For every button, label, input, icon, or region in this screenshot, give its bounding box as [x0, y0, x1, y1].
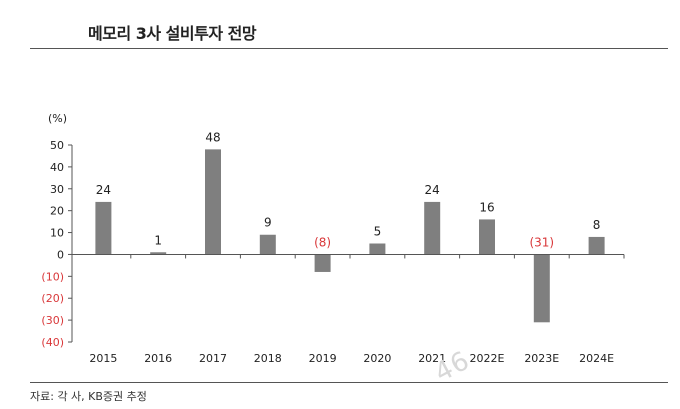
- data-label-2023E: (31): [529, 235, 554, 249]
- bar-2023E: [533, 254, 550, 323]
- data-label-2018: 9: [264, 216, 272, 230]
- x-tick-label-2015: 2015: [89, 352, 117, 365]
- data-label-2017: 48: [205, 130, 220, 144]
- x-tick-label-2021: 2021: [418, 352, 446, 365]
- x-tick-label-2017: 2017: [199, 352, 227, 365]
- top-divider: [30, 48, 668, 49]
- data-label-2021: 24: [425, 183, 440, 197]
- y-tick-label: 10: [50, 227, 64, 240]
- data-label-2015: 24: [96, 183, 111, 197]
- bar-chart: (%) 50 40 30 20 10 0 (10) (20) (30) (40) 24 1 48 9 (8)…: [41, 112, 625, 365]
- data-label-2019: (8): [314, 235, 331, 249]
- x-tick-label-2020: 2020: [363, 352, 391, 365]
- y-tick-label: 0: [57, 248, 64, 261]
- x-tick-label-2016: 2016: [144, 352, 172, 365]
- bar-2020: [369, 243, 386, 255]
- chart-title: 메모리 3사 설비투자 전망: [88, 24, 257, 43]
- bar-2015: [95, 201, 112, 255]
- y-tick-label: 40: [50, 161, 64, 174]
- bar-2024E: [588, 236, 605, 255]
- bar-2019: [314, 254, 331, 272]
- y-tick-label: (20): [41, 292, 64, 305]
- bar-2022E: [479, 219, 495, 255]
- bar-2018: [259, 234, 276, 255]
- source-note: 자료: 각 사, KB증권 추정: [30, 390, 147, 403]
- bar-2016: [150, 252, 167, 255]
- y-tick-label: (40): [41, 336, 64, 349]
- data-label-2022E: 16: [479, 200, 494, 214]
- y-tick-label: 50: [50, 139, 64, 152]
- y-tick-label: (30): [41, 314, 64, 327]
- y-unit-label: (%): [48, 112, 67, 125]
- data-label-2024E: 8: [593, 218, 601, 232]
- y-tick-label: 30: [50, 183, 64, 196]
- data-label-2016: 1: [154, 233, 162, 247]
- data-label-2020: 5: [374, 225, 382, 239]
- bar-2017: [205, 149, 221, 255]
- bar-2021: [424, 201, 441, 255]
- x-tick-label-2022E: 2022E: [470, 352, 505, 365]
- x-axis: 2015 2016 2017 2018 2019 2020 2021 2022E 2023E 20…: [72, 253, 625, 365]
- x-tick-label-2024E: 2024E: [579, 352, 614, 365]
- y-tick-label: 20: [50, 205, 64, 218]
- bar-series: 24 1 48 9 (8) 5 24 16 (31) 8: [95, 130, 605, 323]
- y-tick-label: (10): [41, 270, 64, 283]
- x-tick-label-2018: 2018: [254, 352, 282, 365]
- x-tick-label-2023E: 2023E: [524, 352, 559, 365]
- y-axis: (%) 50 40 30 20 10 0 (10) (20) (30) (40): [41, 112, 73, 349]
- bottom-divider: [30, 382, 668, 383]
- x-tick-label-2019: 2019: [309, 352, 337, 365]
